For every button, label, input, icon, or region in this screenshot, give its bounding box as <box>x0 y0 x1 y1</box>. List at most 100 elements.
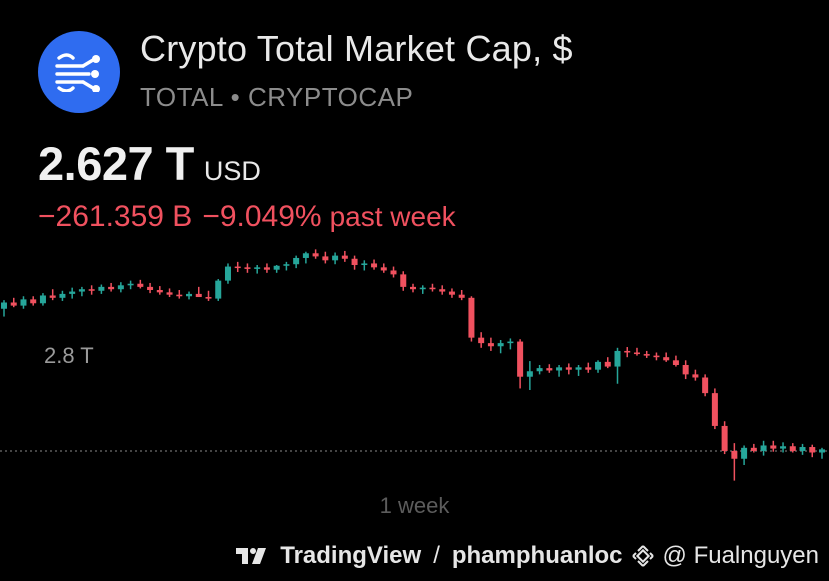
candle[interactable] <box>595 360 602 373</box>
candle-body <box>458 294 465 298</box>
candle[interactable] <box>49 289 56 301</box>
candle[interactable] <box>741 445 748 465</box>
candle[interactable] <box>711 388 718 430</box>
candle[interactable] <box>88 285 95 295</box>
candle[interactable] <box>39 293 46 306</box>
candle[interactable] <box>458 290 465 301</box>
candle[interactable] <box>478 332 485 348</box>
candle[interactable] <box>614 347 621 384</box>
candle[interactable] <box>819 447 825 459</box>
candle-body <box>224 266 231 281</box>
candle[interactable] <box>166 288 173 298</box>
candle[interactable] <box>10 297 17 308</box>
candle[interactable] <box>526 361 533 390</box>
candle[interactable] <box>653 352 660 361</box>
candle[interactable] <box>507 338 514 350</box>
candle[interactable] <box>127 280 134 290</box>
candle[interactable] <box>517 339 524 389</box>
candle[interactable] <box>809 444 816 458</box>
candle[interactable] <box>205 290 212 301</box>
time-range-label[interactable]: 1 week <box>379 493 450 518</box>
candle[interactable] <box>692 369 699 381</box>
candle[interactable] <box>186 291 193 300</box>
candle[interactable] <box>780 442 787 453</box>
candle[interactable] <box>633 347 640 356</box>
candle[interactable] <box>137 279 144 289</box>
candle[interactable] <box>497 340 504 354</box>
candle[interactable] <box>293 255 300 269</box>
candle[interactable] <box>487 337 494 351</box>
candle[interactable] <box>302 251 309 264</box>
candle-body <box>507 341 514 344</box>
candle[interactable] <box>585 362 592 373</box>
candle-body <box>205 297 212 299</box>
candle[interactable] <box>565 363 572 375</box>
candle[interactable] <box>536 365 543 375</box>
candle[interactable] <box>643 350 650 358</box>
candle[interactable] <box>224 263 231 284</box>
candle[interactable] <box>332 252 339 265</box>
candle[interactable] <box>273 265 280 273</box>
candle[interactable] <box>312 249 319 259</box>
candle[interactable] <box>351 255 358 270</box>
candle[interactable] <box>234 261 241 273</box>
candle[interactable] <box>108 282 115 292</box>
candle[interactable] <box>176 290 183 299</box>
candle[interactable] <box>361 260 368 271</box>
candle[interactable] <box>702 374 709 397</box>
candle[interactable] <box>390 266 397 278</box>
candle[interactable] <box>672 355 679 367</box>
candle[interactable] <box>20 296 27 309</box>
candle[interactable] <box>419 285 426 294</box>
candle-body <box>215 280 222 299</box>
candle[interactable] <box>195 286 202 298</box>
candle[interactable] <box>400 271 407 291</box>
candle[interactable] <box>789 443 796 453</box>
candle-body <box>556 367 563 371</box>
candle[interactable] <box>322 251 329 264</box>
candle[interactable] <box>604 357 611 369</box>
candle[interactable] <box>254 265 261 274</box>
candle[interactable] <box>380 263 387 273</box>
candle[interactable] <box>69 287 76 299</box>
candle[interactable] <box>341 250 348 262</box>
tradingview-logo-icon <box>236 546 272 566</box>
binance-logo-icon <box>631 544 655 568</box>
candle[interactable] <box>429 283 436 292</box>
candle[interactable] <box>799 443 806 455</box>
candle[interactable] <box>448 288 455 298</box>
candle[interactable] <box>98 284 105 294</box>
candle[interactable] <box>682 360 689 380</box>
candle[interactable] <box>663 352 670 362</box>
candle[interactable] <box>117 282 124 293</box>
candle[interactable] <box>410 283 416 293</box>
candle[interactable] <box>283 261 290 271</box>
candle[interactable] <box>30 296 37 306</box>
candle[interactable] <box>263 263 270 273</box>
candle[interactable] <box>575 365 582 376</box>
candle[interactable] <box>770 440 777 452</box>
candle[interactable] <box>760 440 767 456</box>
candle[interactable] <box>215 279 222 301</box>
candle-body <box>59 293 66 298</box>
candle[interactable] <box>78 286 85 297</box>
candle[interactable] <box>731 443 738 481</box>
candle[interactable] <box>371 259 378 270</box>
change-period: past week <box>329 201 456 232</box>
candle[interactable] <box>147 282 154 294</box>
candle[interactable] <box>439 285 446 295</box>
candle[interactable] <box>59 290 66 301</box>
candle[interactable] <box>556 365 563 377</box>
candle-body <box>351 258 358 265</box>
candle[interactable] <box>1 300 7 317</box>
candle[interactable] <box>468 296 475 342</box>
candle[interactable] <box>156 286 163 295</box>
candle[interactable] <box>750 443 757 453</box>
candle[interactable] <box>546 364 553 373</box>
candle[interactable] <box>244 263 251 273</box>
candlestick-chart[interactable] <box>0 240 829 490</box>
candle[interactable] <box>721 421 728 455</box>
candle-body <box>1 302 7 309</box>
candle[interactable] <box>624 347 631 358</box>
candle-body <box>137 283 144 287</box>
